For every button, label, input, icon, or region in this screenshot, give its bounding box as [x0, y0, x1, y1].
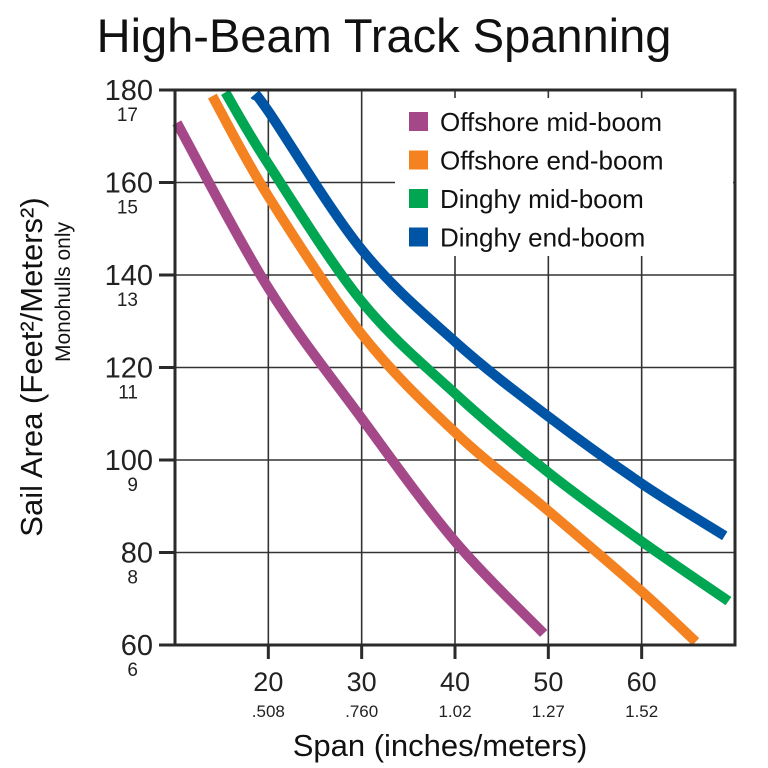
y-tick-metric-label: 15	[117, 198, 138, 219]
series-line-dinghy-mid-boom	[221, 89, 732, 606]
legend-swatch	[409, 112, 428, 131]
legend-label: Dinghy end-boom	[440, 223, 645, 253]
x-tick-label: 40	[440, 667, 470, 697]
series-line-dinghy-end-boom	[249, 89, 728, 541]
x-tick-label: 20	[253, 667, 283, 697]
x-axis-label: Span (inches/meters)	[293, 728, 588, 763]
series-line-offshore-mid-boom	[172, 120, 548, 637]
legend-label: Offshore end-boom	[440, 146, 664, 176]
y-tick-label: 100	[105, 445, 153, 477]
y-tick-metric-label: 8	[127, 568, 138, 589]
x-tick-metric-label: 1.02	[438, 702, 471, 721]
x-tick-label: 60	[627, 667, 657, 697]
legend-swatch	[409, 189, 428, 208]
x-tick-metric-label: 1.27	[532, 702, 565, 721]
y-axis-sublabel: Monohulls only	[52, 221, 75, 362]
legend: Offshore mid-boom Offshore end-boom Dinghy…	[395, 98, 733, 256]
y-axis-label: Sail Area (Feet²/Meters²)	[14, 197, 49, 536]
legend-background	[395, 98, 733, 256]
y-tick-metric-label: 17	[117, 105, 138, 126]
y-tick-metric-label: 13	[117, 290, 138, 311]
series-group	[172, 89, 732, 646]
y-tick-label: 80	[121, 538, 153, 570]
y-tick-label: 140	[105, 260, 153, 292]
y-tick-label: 160	[105, 168, 153, 200]
x-tick-metric-label: .508	[252, 702, 285, 721]
y-tick-metric-label: 9	[127, 475, 138, 496]
y-tick-label: 180	[105, 75, 153, 107]
x-tick-label: 30	[347, 667, 377, 697]
legend-swatch	[409, 150, 428, 170]
legend-label: Offshore mid-boom	[440, 107, 662, 137]
legend-label: Dinghy mid-boom	[440, 184, 644, 214]
y-tick-label: 120	[105, 353, 153, 385]
x-tick-label: 50	[533, 667, 563, 697]
y-tick-label: 60	[121, 630, 153, 662]
x-tick-metric-label: .760	[345, 702, 378, 721]
series-line-offshore-end-boom	[207, 93, 700, 646]
legend-swatch	[409, 227, 428, 247]
y-tick-metric-label: 6	[127, 660, 138, 681]
y-tick-metric-label: 11	[118, 383, 138, 404]
chart-title: High-Beam Track Spanning	[97, 9, 672, 62]
x-tick-metric-label: 1.52	[625, 702, 658, 721]
